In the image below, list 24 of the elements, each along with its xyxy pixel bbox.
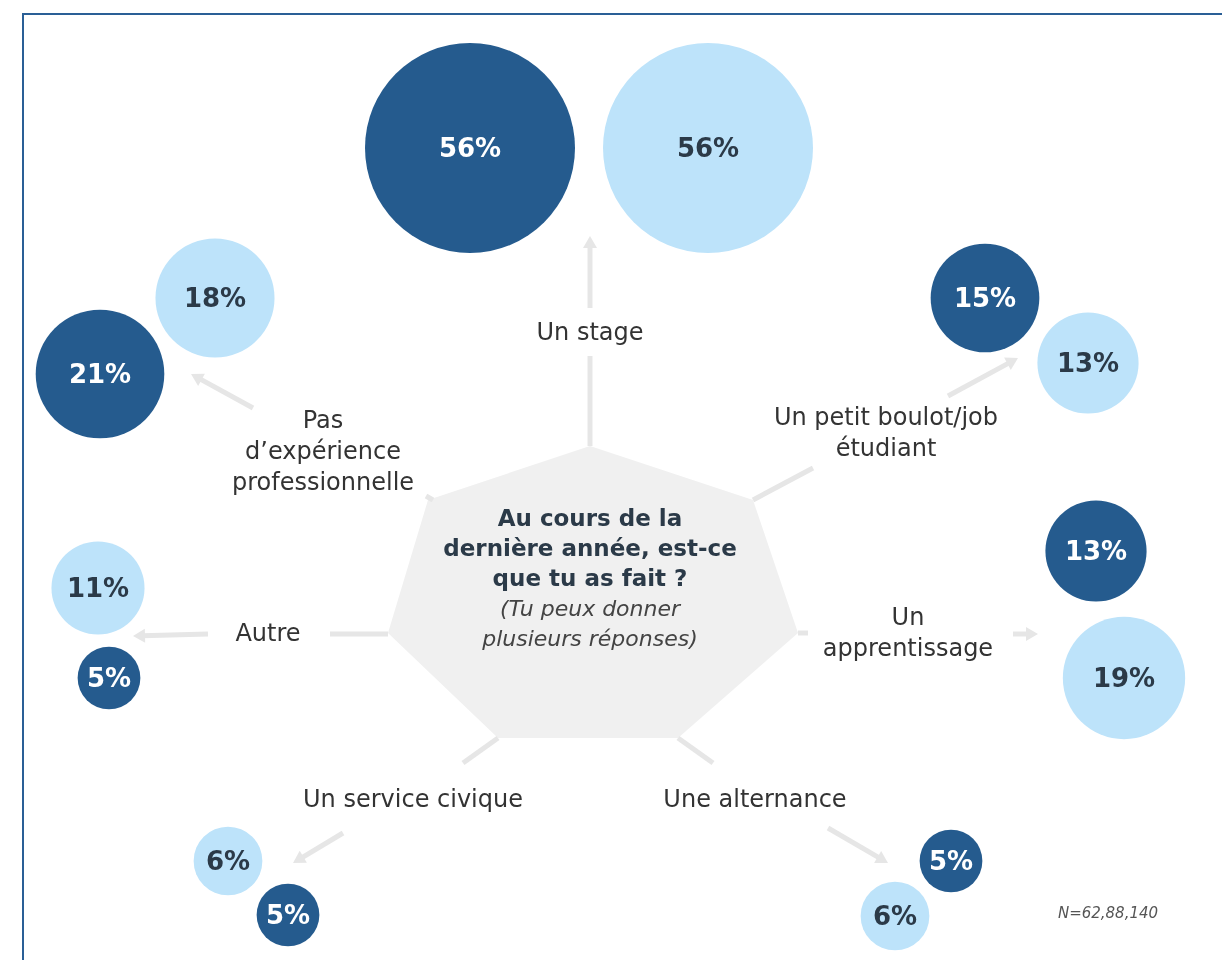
data-label: 13%: [1064, 536, 1128, 566]
category-label: Un stage: [536, 318, 644, 346]
data-label: 18%: [183, 283, 247, 313]
text: Au cours de la dernière année, est-ce que tu as fait ?: [443, 505, 737, 591]
data-label: 13%: [1056, 348, 1120, 378]
data-label: 5%: [265, 900, 311, 930]
text: (Tu peux donner plusieurs réponses): [481, 596, 698, 651]
data-label: 11%: [66, 573, 130, 603]
category-label: Une alternance: [663, 785, 847, 813]
data-label: 5%: [86, 663, 132, 693]
data-label: 15%: [953, 283, 1017, 313]
data-label: 56%: [676, 133, 740, 163]
category-label: Pas d’expérience professionnelle: [231, 406, 415, 496]
data-label: 21%: [68, 359, 132, 389]
data-label: 19%: [1092, 663, 1156, 693]
data-label: 6%: [872, 901, 918, 931]
category-label: Un apprentissage: [822, 603, 994, 662]
category-label: Autre: [235, 619, 301, 647]
category-label: Un petit boulot/job étudiant: [773, 403, 999, 462]
text: N=62,88,140: [1057, 904, 1159, 922]
data-label: 5%: [928, 846, 974, 876]
data-label: 6%: [205, 846, 251, 876]
category-label: Un service civique: [303, 785, 523, 813]
data-label: 56%: [438, 133, 502, 163]
